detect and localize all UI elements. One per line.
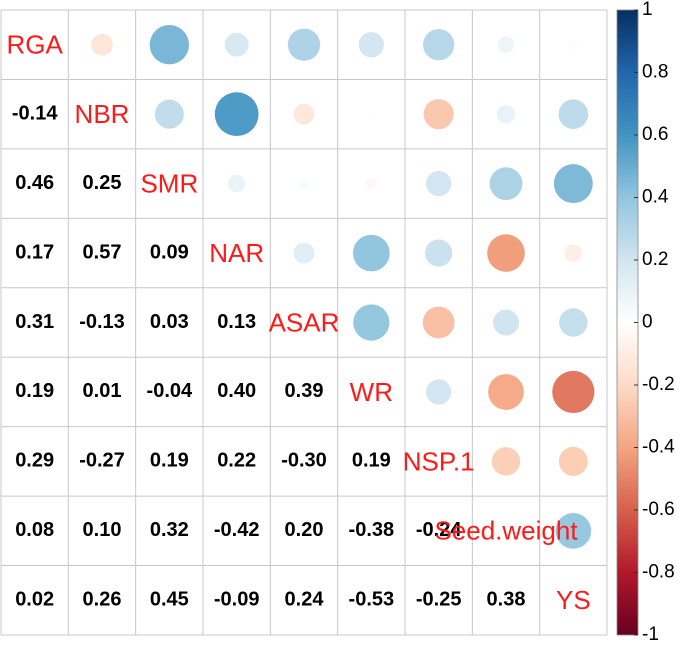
corr-label: -0.24 [416,519,462,541]
corr-circle [425,239,453,267]
variable-label: Seed.weight [434,516,578,546]
corr-label: 0.24 [285,589,325,611]
corr-label: 0.13 [217,311,256,333]
corr-circle [426,379,452,405]
corr-circle [422,306,455,339]
corr-label: -0.30 [281,450,327,472]
corr-label: 0.32 [150,519,189,541]
corr-label: 0.57 [83,241,122,263]
colorbar-tick-label: 0.4 [642,187,669,208]
variable-label: NAR [209,238,264,268]
corr-label: 0.03 [150,311,189,333]
corr-label: 0.22 [217,450,256,472]
corr-circle [293,242,315,264]
corr-circle [426,170,452,197]
corr-label: -0.27 [79,450,125,472]
corr-label: -0.42 [214,519,260,541]
corr-label: 0.46 [15,172,54,194]
corr-label: 0.38 [487,589,526,611]
corr-circle [493,309,519,336]
corr-label: 0.19 [352,450,391,472]
variable-label: WR [350,377,393,407]
corr-circle [423,29,455,61]
corr-circle [353,304,390,341]
corr-circle [497,36,515,53]
corr-label: 0.39 [285,380,324,402]
corr-circle [227,174,246,193]
corr-label: -0.25 [416,589,462,611]
colorbar-tick-label: -0.8 [642,562,675,583]
corr-label: 0.25 [83,172,122,194]
corr-label: 0.17 [15,241,54,263]
colorbar-tick-label: -1 [642,624,659,645]
corr-circle [91,33,113,56]
corr-label: 0.09 [150,241,189,263]
corr-circle [214,92,259,137]
corr-label: 0.45 [150,589,189,611]
corr-label: 0.20 [285,519,324,541]
corr-circle [224,32,249,57]
corr-circle [558,99,589,129]
corr-label: -0.04 [147,380,193,402]
corr-label: 0.10 [83,519,122,541]
corr-circle [365,177,378,190]
colorbar-tick-label: -0.2 [642,374,675,395]
corr-label: 0.01 [83,380,122,402]
colorbar-tick-label: 1 [642,0,653,20]
variable-label: ASAR [269,307,340,337]
variable-label: SMR [140,168,198,198]
corr-label: -0.38 [349,519,395,541]
corr-label: 0.40 [217,380,256,402]
corr-circle [352,234,390,272]
colorbar-tick-label: 0.2 [642,249,668,270]
corr-circle [552,370,595,414]
colorbar-tick-label: 0.8 [642,62,668,83]
corr-circle [555,512,592,549]
corr-circle [487,234,525,272]
corr-label: 0.29 [15,450,54,472]
corr-circle [558,446,588,476]
corr-circle [368,111,375,118]
corr-circle [559,308,588,337]
variable-label: NSP.1 [403,446,475,476]
corr-circle [489,167,523,201]
corr-circle [358,32,384,58]
corr-circle [149,25,190,65]
corr-label: -0.14 [12,102,58,124]
colorbar-tick-label: -0.6 [642,499,675,520]
corr-circle [293,103,315,125]
colorbar-tick-label: 0.6 [642,124,668,145]
corr-label: 0.19 [15,380,54,402]
corr-label: 0.08 [15,519,54,541]
corr-circle [496,104,516,124]
corr-label: -0.53 [349,589,395,611]
colorbar-tick-label: -0.4 [642,437,675,458]
corr-circle [569,40,578,49]
corr-circle [423,99,454,130]
corr-circle [298,178,310,189]
corr-circle [488,374,524,410]
corr-label: -0.09 [214,589,260,611]
corr-circle [491,447,521,476]
corr-label: 0.02 [15,589,54,611]
variable-label: RGA [6,30,63,60]
corr-circle [154,99,184,129]
corr-label: 0.31 [15,311,54,333]
corr-circle [287,28,321,61]
corr-circle [553,164,593,204]
variable-label: YS [556,585,591,615]
corr-label: -0.13 [79,311,125,333]
corr-circle [564,244,583,262]
corr-label: 0.19 [150,450,189,472]
colorbar-tick-label: 0 [642,312,653,333]
variable-label: NBR [75,99,130,129]
corr-label: 0.26 [83,589,122,611]
